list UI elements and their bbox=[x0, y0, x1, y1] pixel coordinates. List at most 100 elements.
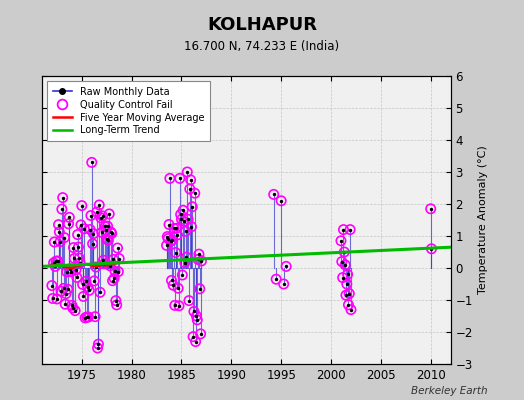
Point bbox=[79, 281, 87, 288]
Point bbox=[53, 258, 62, 264]
Point bbox=[343, 271, 352, 278]
Point bbox=[427, 206, 435, 212]
Point bbox=[339, 226, 347, 233]
Point bbox=[178, 272, 187, 278]
Point bbox=[62, 290, 70, 297]
Point bbox=[189, 334, 198, 340]
Point bbox=[52, 258, 60, 264]
Point bbox=[58, 206, 66, 212]
Point bbox=[339, 274, 347, 281]
Point bbox=[97, 215, 105, 221]
Point bbox=[69, 244, 78, 251]
Point bbox=[185, 186, 194, 192]
Point bbox=[63, 269, 71, 275]
Point bbox=[337, 238, 345, 244]
Point bbox=[172, 225, 181, 232]
Point bbox=[83, 284, 92, 290]
Point bbox=[341, 262, 350, 268]
Point bbox=[181, 260, 189, 266]
Point bbox=[175, 303, 183, 309]
Point bbox=[60, 234, 69, 241]
Point bbox=[102, 227, 110, 233]
Point bbox=[180, 218, 188, 224]
Point bbox=[85, 287, 93, 294]
Point bbox=[183, 169, 191, 175]
Point bbox=[81, 315, 89, 321]
Point bbox=[340, 249, 348, 255]
Point bbox=[181, 228, 190, 234]
Point bbox=[175, 303, 183, 309]
Point bbox=[78, 202, 86, 209]
Point bbox=[344, 302, 353, 308]
Point bbox=[83, 314, 91, 320]
Point bbox=[174, 285, 182, 292]
Point bbox=[168, 237, 177, 243]
Point bbox=[79, 293, 88, 300]
Point bbox=[64, 221, 73, 227]
Point bbox=[339, 226, 347, 233]
Point bbox=[93, 345, 102, 351]
Point bbox=[342, 292, 350, 298]
Point bbox=[54, 222, 63, 228]
Point bbox=[346, 226, 354, 233]
Point bbox=[101, 223, 109, 230]
Point bbox=[196, 331, 205, 337]
Point bbox=[272, 276, 280, 282]
Point bbox=[191, 190, 199, 196]
Point bbox=[192, 313, 201, 319]
Point bbox=[170, 225, 178, 232]
Point bbox=[63, 286, 72, 292]
Point bbox=[73, 274, 81, 281]
Point bbox=[176, 175, 184, 182]
Point bbox=[345, 290, 354, 297]
Point bbox=[195, 286, 204, 292]
Point bbox=[59, 194, 67, 201]
Point bbox=[58, 206, 66, 212]
Point bbox=[62, 290, 70, 297]
Point bbox=[187, 177, 195, 183]
Point bbox=[53, 296, 61, 302]
Point bbox=[67, 268, 75, 275]
Point bbox=[195, 251, 203, 257]
Point bbox=[80, 226, 89, 232]
Point bbox=[170, 225, 178, 232]
Point bbox=[104, 237, 113, 243]
Point bbox=[343, 281, 351, 287]
Point bbox=[97, 229, 106, 236]
Point bbox=[94, 341, 103, 347]
Point bbox=[104, 237, 113, 243]
Point bbox=[99, 213, 107, 219]
Point bbox=[68, 302, 76, 308]
Point bbox=[89, 240, 97, 247]
Legend: Raw Monthly Data, Quality Control Fail, Five Year Moving Average, Long-Term Tren: Raw Monthly Data, Quality Control Fail, … bbox=[47, 81, 210, 141]
Point bbox=[96, 289, 104, 296]
Point bbox=[347, 306, 355, 313]
Point bbox=[95, 202, 103, 208]
Point bbox=[84, 314, 93, 320]
Point bbox=[70, 255, 79, 262]
Point bbox=[179, 207, 188, 214]
Point bbox=[100, 260, 108, 267]
Point bbox=[52, 258, 60, 264]
Point bbox=[105, 211, 113, 217]
Point bbox=[53, 258, 62, 264]
Point bbox=[343, 271, 352, 278]
Point bbox=[197, 258, 205, 264]
Point bbox=[86, 226, 94, 233]
Point bbox=[66, 266, 74, 272]
Point bbox=[89, 230, 97, 237]
Point bbox=[93, 345, 102, 351]
Point bbox=[71, 308, 79, 314]
Point bbox=[164, 235, 172, 242]
Point bbox=[97, 215, 105, 221]
Point bbox=[347, 306, 355, 313]
Point bbox=[191, 190, 199, 196]
Point bbox=[67, 268, 75, 275]
Point bbox=[106, 263, 114, 269]
Point bbox=[114, 268, 123, 275]
Point bbox=[111, 268, 119, 274]
Text: KOLHAPUR: KOLHAPUR bbox=[207, 16, 317, 34]
Point bbox=[337, 238, 345, 244]
Point bbox=[84, 314, 93, 320]
Point bbox=[188, 204, 196, 210]
